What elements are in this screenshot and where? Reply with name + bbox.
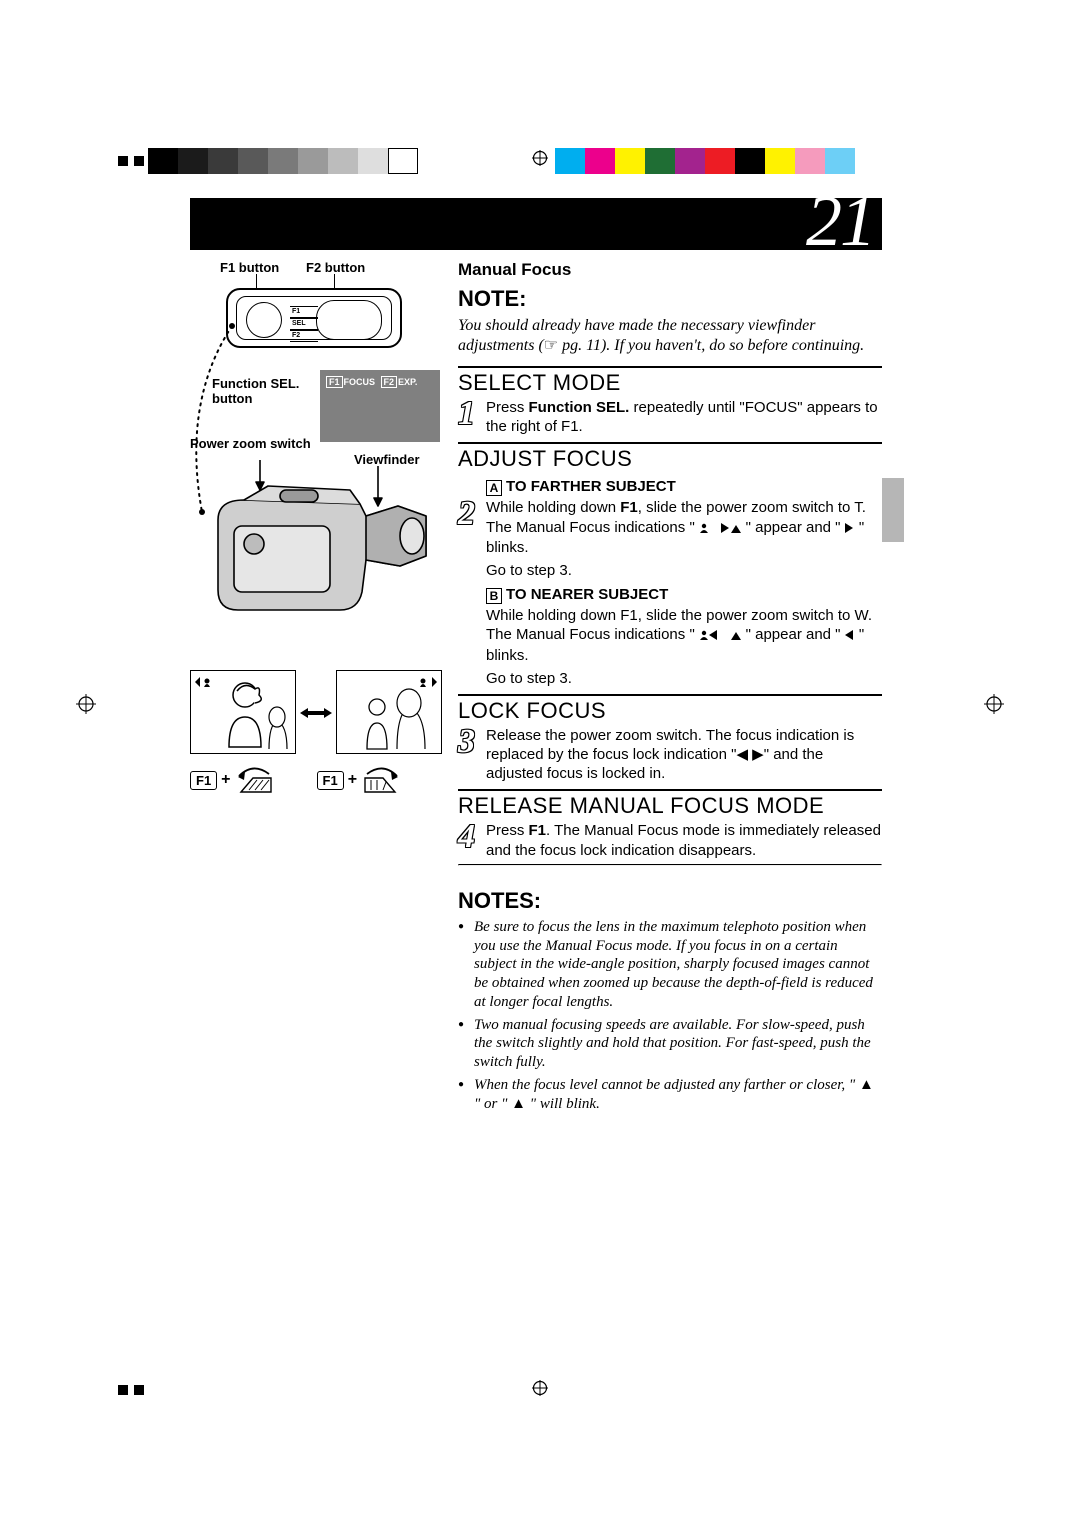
- zoom-switch-w-icon: [235, 766, 275, 794]
- left-diagram-column: F1 button F2 button F1 SEL F2 Function S…: [190, 260, 450, 420]
- step-number-2: 2: [458, 500, 482, 527]
- focus-far-sketch: [336, 670, 442, 754]
- print-registration-top: [532, 150, 548, 166]
- box-b-icon: B: [486, 588, 502, 604]
- step-2: 2 While holding down F1, slide the power…: [458, 498, 882, 557]
- right-text-column: Manual Focus NOTE: You should already ha…: [458, 260, 882, 1117]
- bidirectional-arrow-icon: [300, 708, 332, 718]
- operation-illustrations: F1 + F1 +: [190, 670, 450, 794]
- step-3: 3 Release the power zoom switch. The foc…: [458, 726, 882, 784]
- viewfinder-display-box: F1FOCUS F2EXP.: [320, 370, 440, 442]
- person-large-icon: [215, 677, 291, 751]
- notes-item: Two manual focusing speeds are available…: [458, 1016, 882, 1072]
- step-2a-heading: ATO FARTHER SUBJECT: [486, 478, 882, 496]
- step-2a-text: While holding down F1, slide the power z…: [486, 498, 882, 557]
- mountain-icon: [731, 519, 741, 538]
- print-color-bar: [555, 148, 855, 174]
- plus-sign: +: [348, 771, 357, 789]
- side-tab: [882, 478, 904, 542]
- print-grayscale-bar: [148, 148, 418, 174]
- step-1: 1 Press Function SEL. repeatedly until "…: [458, 398, 882, 436]
- section-title: Manual Focus: [458, 260, 882, 280]
- person-icon: [699, 626, 709, 645]
- print-registration-left: [76, 694, 96, 714]
- crop-mark-top-left: [118, 153, 144, 171]
- box-a-icon: A: [486, 480, 502, 496]
- page-number: 21: [806, 180, 874, 263]
- divider: [458, 789, 882, 791]
- notes-heading: NOTES:: [458, 888, 882, 914]
- divider: [458, 442, 882, 444]
- step-number-4: 4: [458, 823, 482, 850]
- tri-left-icon: [845, 626, 855, 645]
- step-4-title: RELEASE MANUAL FOCUS MODE: [458, 793, 882, 819]
- divider: [458, 694, 882, 696]
- step-2b-goto: Go to step 3.: [486, 669, 882, 688]
- note-body: You should already have made the necessa…: [458, 316, 882, 356]
- step-4-text: Press F1. The Manual Focus mode is immed…: [486, 821, 882, 859]
- remote-button-labels: F1 SEL F2: [290, 306, 318, 336]
- step-1-title: SELECT MODE: [458, 370, 882, 396]
- step-4: 4 Press F1. The Manual Focus mode is imm…: [458, 821, 882, 859]
- step-2-title: ADJUST FOCUS: [458, 446, 882, 472]
- f1-key-icon: F1: [317, 771, 344, 790]
- f1-plus-zoom-t: F1 +: [317, 766, 402, 794]
- tri-right-icon: [845, 519, 855, 538]
- plus-sign: +: [221, 771, 230, 789]
- zoom-switch-t-icon: [361, 766, 401, 794]
- notes-list: Be sure to focus the lens in the maximum…: [458, 918, 882, 1114]
- step-3-title: LOCK FOCUS: [458, 698, 882, 724]
- divider-thin: [458, 864, 882, 866]
- person-icon: [699, 519, 709, 538]
- tri-left-icon: [709, 626, 719, 645]
- step-2a-goto: Go to step 3.: [486, 561, 882, 580]
- notes-item: When the focus level cannot be adjusted …: [458, 1076, 882, 1114]
- step-3-text: Release the power zoom switch. The focus…: [486, 726, 882, 784]
- print-registration-right: [984, 694, 1004, 714]
- step-number-3: 3: [458, 728, 482, 755]
- f1-plus-zoom-w: F1 +: [190, 766, 275, 794]
- focus-near-sketch: [190, 670, 296, 754]
- mountain-icon: [731, 626, 741, 645]
- step-2b-text: While holding down F1, slide the power z…: [486, 606, 882, 665]
- tri-right-icon: [721, 519, 731, 538]
- camcorder-diagram: [190, 460, 440, 640]
- viewfinder-display-text: F1FOCUS F2EXP.: [326, 376, 417, 388]
- f1-key-icon: F1: [190, 771, 217, 790]
- near-indicator-icon: [195, 677, 215, 690]
- divider: [458, 366, 882, 368]
- step-1-text: Press Function SEL. repeatedly until "FO…: [486, 398, 882, 436]
- person-small-icon: [351, 677, 427, 751]
- step-2b-heading: BTO NEARER SUBJECT: [486, 586, 882, 604]
- page-ref-icon: ☞: [544, 337, 558, 354]
- notes-item: Be sure to focus the lens in the maximum…: [458, 918, 882, 1012]
- note-heading: NOTE:: [458, 286, 882, 312]
- step-number-1: 1: [458, 400, 482, 427]
- crop-mark-bottom-left: [118, 1382, 144, 1400]
- page-header-bar: 21: [190, 198, 882, 250]
- print-registration-bottom: [532, 1380, 548, 1396]
